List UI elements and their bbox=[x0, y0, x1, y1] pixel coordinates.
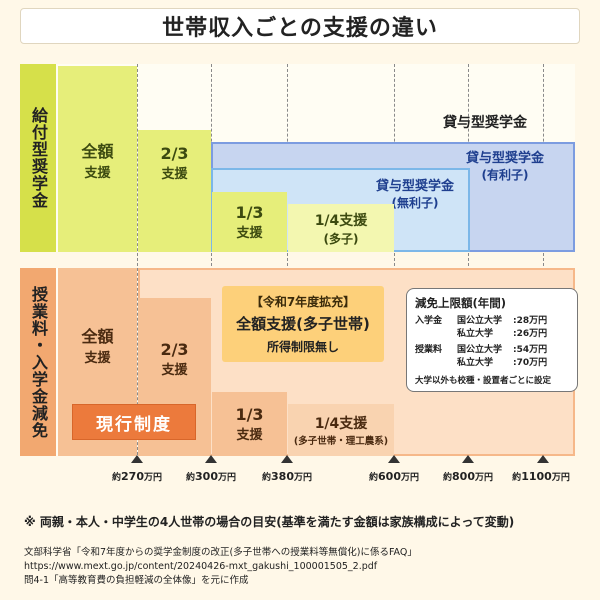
scholarship-two-thirds-support: 2/3 支援 bbox=[138, 130, 211, 252]
axis-label-300: 約300万円 bbox=[186, 470, 236, 483]
loan-no-interest-label: 貸与型奨学金 (無利子) bbox=[375, 179, 454, 210]
scholarship-full-support: 全額 支援 bbox=[58, 66, 137, 252]
tuition-one-third-support: 1/3 支援 bbox=[212, 392, 287, 456]
tick-marker bbox=[131, 455, 143, 463]
loan-interest-label: 貸与型奨学金 (有利子) bbox=[465, 151, 544, 182]
tick-marker bbox=[388, 455, 400, 463]
limit-table: 入学金 国公立大学 :28万円 私立大学 :26万円 授業料 国公立大学 :54… bbox=[415, 315, 569, 370]
row-label-tuition: 授業料・入学金減免 bbox=[20, 268, 56, 456]
axis-label-800: 約800万円 bbox=[443, 470, 493, 483]
limit-row: 私立大学 :26万円 bbox=[457, 329, 548, 339]
guide-line-1100 bbox=[543, 64, 544, 460]
axis-label-1100: 約1100万円 bbox=[512, 470, 570, 483]
row-label-scholarship: 給付型奨学金 bbox=[20, 64, 56, 252]
axis-label-270: 約270万円 bbox=[112, 470, 162, 483]
axis-label-380: 約380万円 bbox=[262, 470, 312, 483]
guide-line-300 bbox=[211, 64, 212, 460]
loan-header: 貸与型奨学金 bbox=[443, 115, 527, 131]
limit-note: 大学以外も校種・設置者ごとに設定 bbox=[415, 376, 552, 386]
source-block: 文部科学省「令和7年度からの奨学金制度の改正(多子世帯への授業料等無償化)に係る… bbox=[24, 546, 584, 588]
tick-marker bbox=[281, 455, 293, 463]
axis-label-600: 約600万円 bbox=[369, 470, 419, 483]
limit-row: 授業料 国公立大学 :54万円 bbox=[415, 345, 548, 355]
limit-row: 私立大学 :70万円 bbox=[457, 358, 548, 368]
guide-line-800 bbox=[468, 64, 469, 460]
limit-callout: 減免上限額(年間) 入学金 国公立大学 :28万円 私立大学 :26万円 授業料… bbox=[406, 288, 578, 392]
source-line: 文部科学省「令和7年度からの奨学金制度の改正(多子世帯への授業料等無償化)に係る… bbox=[24, 547, 417, 558]
tick-marker bbox=[205, 455, 217, 463]
page-title: 世帯収入ごとの支援の違い bbox=[162, 16, 438, 41]
footnote: ※ 両親・本人・中学生の4人世帯の場合の目安(基準を満たす金額は家族構成によって… bbox=[24, 515, 515, 529]
scholarship-one-third-support: 1/3 支援 bbox=[212, 192, 287, 252]
tick-marker bbox=[537, 455, 549, 463]
current-system-badge: 現行制度 bbox=[72, 404, 196, 440]
source-url: https://www.mext.go.jp/content/20240426-… bbox=[24, 561, 378, 572]
tuition-one-quarter-support: 1/4支援 (多子世帯・理工農系) bbox=[288, 404, 394, 456]
title-bar: 世帯収入ごとの支援の違い bbox=[20, 8, 580, 44]
scholarship-one-quarter-support: 1/4支援 (多子) bbox=[288, 204, 394, 252]
source-line: 問4-1「高等教育費の負担軽減の全体像」を元に作成 bbox=[24, 575, 249, 586]
guide-line-380 bbox=[287, 64, 288, 460]
guide-line-600 bbox=[394, 64, 395, 460]
tick-marker bbox=[462, 455, 474, 463]
limit-row: 入学金 国公立大学 :28万円 bbox=[415, 316, 548, 326]
expansion-box: 【令和7年度拡充】 全額支援(多子世帯) 所得制限無し bbox=[222, 286, 384, 362]
limit-title: 減免上限額(年間) bbox=[415, 296, 507, 310]
guide-line-270 bbox=[137, 64, 138, 460]
